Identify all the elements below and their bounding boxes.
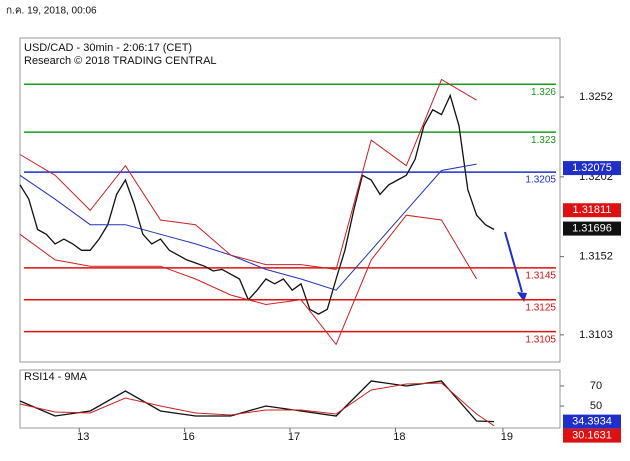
y-tick-label: 50 (590, 400, 602, 412)
level-label: 1.3105 (525, 334, 556, 345)
y-tick-label: 1.3252 (579, 91, 613, 103)
x-tick-label: 19 (501, 431, 513, 443)
forecast-arrow (504, 231, 523, 293)
y-tick-label: 1.3103 (579, 329, 613, 341)
x-tick-label: 17 (288, 431, 300, 443)
series-line (19, 93, 495, 315)
level-label: 1.3205 (525, 175, 556, 186)
price-tag-label: 1.31696 (572, 222, 612, 234)
chart-title: USD/CAD - 30min - 2:06:17 (CET) (24, 42, 192, 54)
price-tag (563, 203, 621, 218)
price-tag (563, 161, 621, 176)
series-line (19, 380, 495, 423)
level-label: 1.323 (531, 135, 556, 146)
price-tag-label: 1.32075 (572, 162, 612, 174)
timestamp: ก.ค. 19, 2018, 00:06 (6, 6, 97, 17)
price-tag (563, 414, 621, 429)
y-tick-label: 1.3152 (579, 251, 613, 263)
x-tick-label: 16 (183, 431, 195, 443)
price-tag-label: 1.31811 (573, 204, 612, 216)
price-tag-label: 30.1631 (572, 430, 612, 442)
series-line (19, 78, 477, 270)
level-label: 1.3125 (525, 302, 556, 313)
rsi-title: RSI14 - 9MA (24, 371, 88, 383)
level-label: 1.326 (531, 87, 556, 98)
chart-subtitle: Research © 2018 TRADING CENTRAL (24, 55, 217, 67)
series-line (19, 163, 477, 291)
price-tag (563, 428, 621, 443)
x-tick-label: 13 (77, 431, 89, 443)
y-tick-label: 70 (590, 380, 602, 392)
price-tag-label: 34.3934 (572, 416, 612, 428)
main-panel (19, 37, 561, 363)
series-line (19, 382, 495, 427)
level-label: 1.3145 (525, 270, 556, 281)
series-line (19, 214, 478, 346)
x-tick-label: 18 (393, 431, 405, 443)
price-tag (563, 221, 621, 236)
